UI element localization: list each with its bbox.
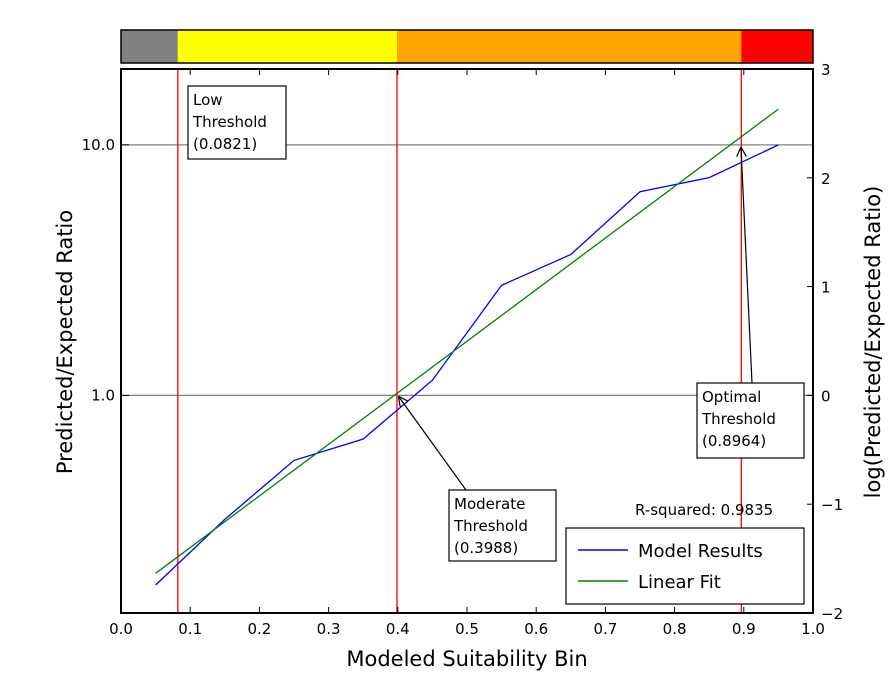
color-bar-segment-2 — [396, 30, 742, 63]
color-bar-segment-1 — [177, 30, 397, 63]
x-axis-title: Modeled Suitability Bin — [346, 647, 587, 671]
y-tick-label-left-1: 10.0 — [82, 136, 115, 154]
threshold-label-1-line-1: Threshold — [453, 517, 528, 535]
legend-label-0: Model Results — [638, 541, 763, 562]
threshold-box-2 — [696, 382, 805, 459]
y-tick-label-right-2: 0 — [821, 387, 831, 405]
color-bar-segment-3 — [741, 30, 813, 63]
threshold-color-bar — [120, 29, 814, 64]
threshold-annotations: Low Threshold (0.0821) Moderate Threshold (0.… — [187, 85, 805, 562]
y-tick-label-left-0: 1.0 — [91, 386, 115, 404]
x-tick-label-3: 0.3 — [317, 620, 341, 638]
axis-ticks: 0.0 0.1 0.2 0.3 0.4 0.5 0.6 0.7 0.8 0.9 1.0 1.0 10.0… — [82, 61, 844, 638]
threshold-label-0-line-0: Low — [193, 91, 223, 109]
threshold-label-1-line-0: Moderate — [454, 495, 525, 513]
threshold-label-2-line-1: Threshold — [701, 410, 776, 428]
data-series — [155, 108, 779, 586]
threshold-arrow-1 — [399, 397, 467, 491]
legend-label-1: Linear Fit — [638, 572, 721, 593]
x-tick-label-2: 0.2 — [247, 620, 271, 638]
x-tick-label-4: 0.4 — [386, 620, 410, 638]
threshold-arrow-2 — [741, 148, 753, 384]
x-tick-label-6: 0.6 — [524, 620, 548, 638]
series-line-linear-fit — [155, 108, 779, 574]
threshold-box-0 — [187, 85, 287, 160]
threshold-label-2-line-2: (0.8964) — [702, 432, 766, 450]
y-tick-label-right-3: 1 — [821, 279, 831, 297]
x-tick-label-0: 0.0 — [109, 620, 133, 638]
legend-box — [565, 527, 805, 605]
threshold-label-1-line-2: (0.3988) — [454, 539, 518, 557]
x-tick-label-1: 0.1 — [178, 620, 202, 638]
y-tick-label-right-5: 3 — [821, 61, 831, 79]
x-tick-label-5: 0.5 — [455, 620, 479, 638]
y-axis-title: Predicted/Expected Ratio — [53, 210, 77, 474]
y-tick-label-right-0: −2 — [821, 605, 843, 623]
series-line-model-results — [155, 144, 779, 586]
legend: Model Results Linear Fit — [565, 527, 805, 605]
x-tick-label-10: 1.0 — [801, 620, 825, 638]
x-tick-label-9: 0.9 — [732, 620, 756, 638]
x-tick-label-8: 0.8 — [663, 620, 687, 638]
threshold-label-0-line-1: Threshold — [192, 113, 267, 131]
y-tick-label-right-4: 2 — [821, 170, 831, 188]
x-tick-label-7: 0.7 — [593, 620, 617, 638]
threshold-label-2-line-0: Optimal — [702, 388, 761, 406]
y-tick-label-right-1: −1 — [821, 496, 843, 514]
color-bar-border — [120, 29, 814, 64]
color-bar-segment-0 — [121, 30, 178, 63]
y-axis-right-title: log(Predicted/Expected Ratio) — [861, 186, 885, 499]
r-squared-label: R-squared: 0.9835 — [635, 501, 773, 519]
threshold-label-0-line-2: (0.0821) — [193, 135, 257, 153]
threshold-box-1 — [448, 489, 557, 562]
